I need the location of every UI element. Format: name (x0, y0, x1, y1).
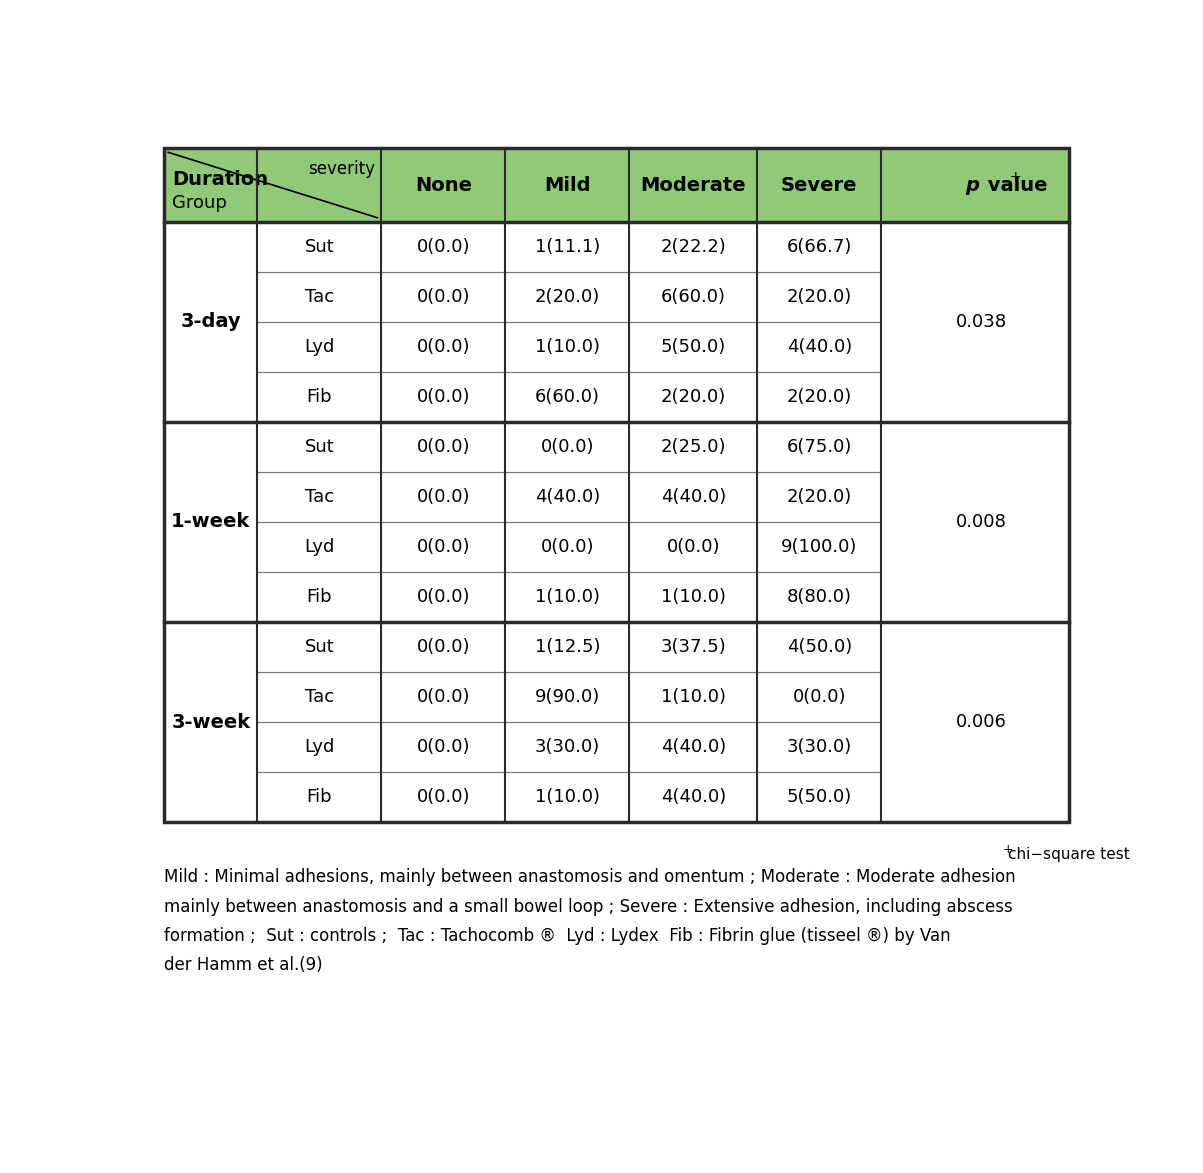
Text: 1(10.0): 1(10.0) (535, 788, 600, 806)
Text: Fib: Fib (307, 388, 332, 406)
FancyBboxPatch shape (165, 149, 1068, 222)
Text: 8(80.0): 8(80.0) (787, 588, 852, 606)
Text: Fib: Fib (307, 588, 332, 606)
Text: 0(0.0): 0(0.0) (666, 538, 721, 556)
Text: 3(30.0): 3(30.0) (787, 738, 852, 757)
Text: 6(60.0): 6(60.0) (535, 388, 600, 406)
Text: 2(20.0): 2(20.0) (534, 287, 600, 306)
Text: 0.006: 0.006 (955, 713, 1007, 731)
Text: 6(60.0): 6(60.0) (660, 287, 725, 306)
Text: Tac: Tac (304, 287, 334, 306)
Text: Lyd: Lyd (304, 538, 334, 556)
Text: 3(37.5): 3(37.5) (660, 638, 727, 656)
FancyBboxPatch shape (165, 422, 1068, 622)
Text: Mild: Mild (544, 176, 591, 195)
Text: 0(0.0): 0(0.0) (540, 538, 594, 556)
Text: 1(10.0): 1(10.0) (660, 689, 725, 706)
Text: Lyd: Lyd (304, 338, 334, 355)
Text: 2(22.2): 2(22.2) (660, 238, 727, 256)
Text: chi−square test: chi−square test (1008, 847, 1130, 862)
Text: 0(0.0): 0(0.0) (416, 238, 470, 256)
Text: 0(0.0): 0(0.0) (416, 488, 470, 506)
Text: None: None (415, 176, 472, 195)
Text: 3-day: 3-day (180, 312, 241, 331)
Text: 0(0.0): 0(0.0) (793, 689, 846, 706)
Text: der Hamm et al.(9): der Hamm et al.(9) (165, 956, 322, 975)
Text: 0.008: 0.008 (955, 513, 1007, 531)
Text: mainly between anastomosis and a small bowel loop ; Severe : Extensive adhesion,: mainly between anastomosis and a small b… (165, 897, 1013, 916)
FancyBboxPatch shape (165, 622, 1068, 822)
Text: Tac: Tac (304, 488, 334, 506)
Text: severity: severity (308, 160, 375, 178)
Text: 2(20.0): 2(20.0) (660, 388, 725, 406)
Text: 4(50.0): 4(50.0) (787, 638, 852, 656)
Text: p: p (966, 176, 979, 195)
Text: 1(12.5): 1(12.5) (534, 638, 600, 656)
Text: 0(0.0): 0(0.0) (416, 638, 470, 656)
Text: 0(0.0): 0(0.0) (416, 788, 470, 806)
Text: 2(20.0): 2(20.0) (787, 388, 852, 406)
Text: 1-week: 1-week (171, 513, 250, 531)
Text: Sut: Sut (304, 438, 334, 456)
Text: 0(0.0): 0(0.0) (416, 388, 470, 406)
Text: 9(90.0): 9(90.0) (534, 689, 600, 706)
Text: +: + (1003, 843, 1013, 856)
Text: 0(0.0): 0(0.0) (416, 338, 470, 355)
Text: +: + (1009, 170, 1021, 184)
Text: 6(75.0): 6(75.0) (787, 438, 852, 456)
Text: Sut: Sut (304, 638, 334, 656)
Text: value: value (982, 176, 1048, 195)
FancyBboxPatch shape (165, 222, 1068, 422)
Text: Group: Group (172, 195, 227, 212)
Text: 1(10.0): 1(10.0) (660, 588, 725, 606)
Text: formation ;  Sut : controls ;  Tac : Tachocomb ®  Lyd : Lydex  Fib : Fibrin glue: formation ; Sut : controls ; Tac : Tacho… (165, 927, 950, 945)
Text: Severe: Severe (781, 176, 858, 195)
Text: 0(0.0): 0(0.0) (416, 438, 470, 456)
Text: 3(30.0): 3(30.0) (534, 738, 600, 757)
Text: Duration: Duration (172, 170, 268, 189)
Text: Lyd: Lyd (304, 738, 334, 757)
Text: 0(0.0): 0(0.0) (416, 287, 470, 306)
Text: 2(25.0): 2(25.0) (660, 438, 727, 456)
Text: 2(20.0): 2(20.0) (787, 287, 852, 306)
Text: Fib: Fib (307, 788, 332, 806)
Text: 4(40.0): 4(40.0) (660, 488, 725, 506)
Text: Moderate: Moderate (640, 176, 746, 195)
Text: 4(40.0): 4(40.0) (534, 488, 600, 506)
Text: 0(0.0): 0(0.0) (540, 438, 594, 456)
Text: Tac: Tac (304, 689, 334, 706)
Text: 0(0.0): 0(0.0) (416, 588, 470, 606)
Text: 1(10.0): 1(10.0) (535, 588, 600, 606)
Text: 4(40.0): 4(40.0) (660, 788, 725, 806)
Text: 0(0.0): 0(0.0) (416, 738, 470, 757)
Text: 9(100.0): 9(100.0) (781, 538, 858, 556)
Text: 4(40.0): 4(40.0) (787, 338, 852, 355)
Text: 1(11.1): 1(11.1) (534, 238, 600, 256)
Text: Mild : Minimal adhesions, mainly between anastomosis and omentum ; Moderate : Mo: Mild : Minimal adhesions, mainly between… (165, 868, 1017, 887)
Text: 4(40.0): 4(40.0) (660, 738, 725, 757)
Text: Sut: Sut (304, 238, 334, 256)
Text: 0.038: 0.038 (955, 313, 1007, 331)
Text: 2(20.0): 2(20.0) (787, 488, 852, 506)
Text: 6(66.7): 6(66.7) (787, 238, 852, 256)
Text: 0(0.0): 0(0.0) (416, 689, 470, 706)
Text: 0(0.0): 0(0.0) (416, 538, 470, 556)
Text: 5(50.0): 5(50.0) (660, 338, 725, 355)
Text: 5(50.0): 5(50.0) (787, 788, 852, 806)
Text: 1(10.0): 1(10.0) (535, 338, 600, 355)
Text: 3-week: 3-week (171, 713, 250, 732)
